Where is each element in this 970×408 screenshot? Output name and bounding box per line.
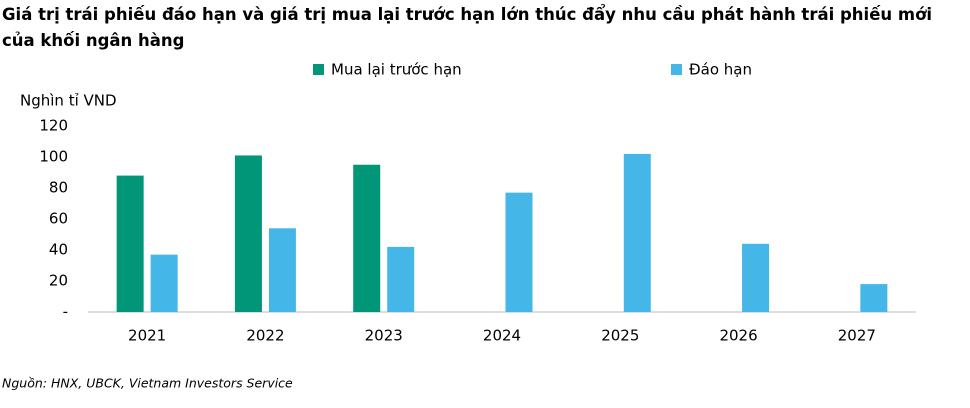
x-tick-label: 2027 (838, 327, 876, 345)
legend-swatch (671, 64, 682, 75)
x-tick-label: 2021 (128, 327, 166, 345)
y-tick-label: 120 (39, 117, 68, 135)
x-tick-label: 2025 (601, 327, 639, 345)
y-tick-label: 60 (49, 210, 68, 228)
bar (234, 155, 262, 312)
x-tick-label: 2024 (483, 327, 521, 345)
legend-swatch (313, 64, 324, 75)
x-tick-label: 2022 (246, 327, 284, 345)
legend-label: Mua lại trước hạn (331, 61, 462, 79)
bar (268, 228, 296, 312)
y-tick-label: 80 (49, 179, 68, 197)
source: Nguồn: HNX, UBCK, Vietnam Investors Serv… (2, 376, 293, 391)
x-tick-label: 2023 (365, 327, 403, 345)
bar (116, 175, 144, 312)
bar (742, 243, 770, 312)
y-tick-label: 100 (39, 148, 68, 166)
y-tick-label: 20 (49, 272, 68, 290)
y-tick-label: 40 (49, 241, 68, 259)
chart-title: Giá trị trái phiếu đáo hạn và giá trị mu… (2, 5, 933, 50)
bar (150, 254, 178, 312)
y-axis-label: Nghìn tỉ VND (20, 92, 117, 110)
bar (623, 153, 651, 312)
bar (353, 164, 381, 312)
bar (505, 192, 533, 312)
bar (387, 246, 415, 312)
x-tick-label: 2026 (719, 327, 757, 345)
y-tick-label: - (63, 303, 68, 321)
bar (860, 284, 888, 312)
legend-label: Đáo hạn (689, 61, 752, 79)
